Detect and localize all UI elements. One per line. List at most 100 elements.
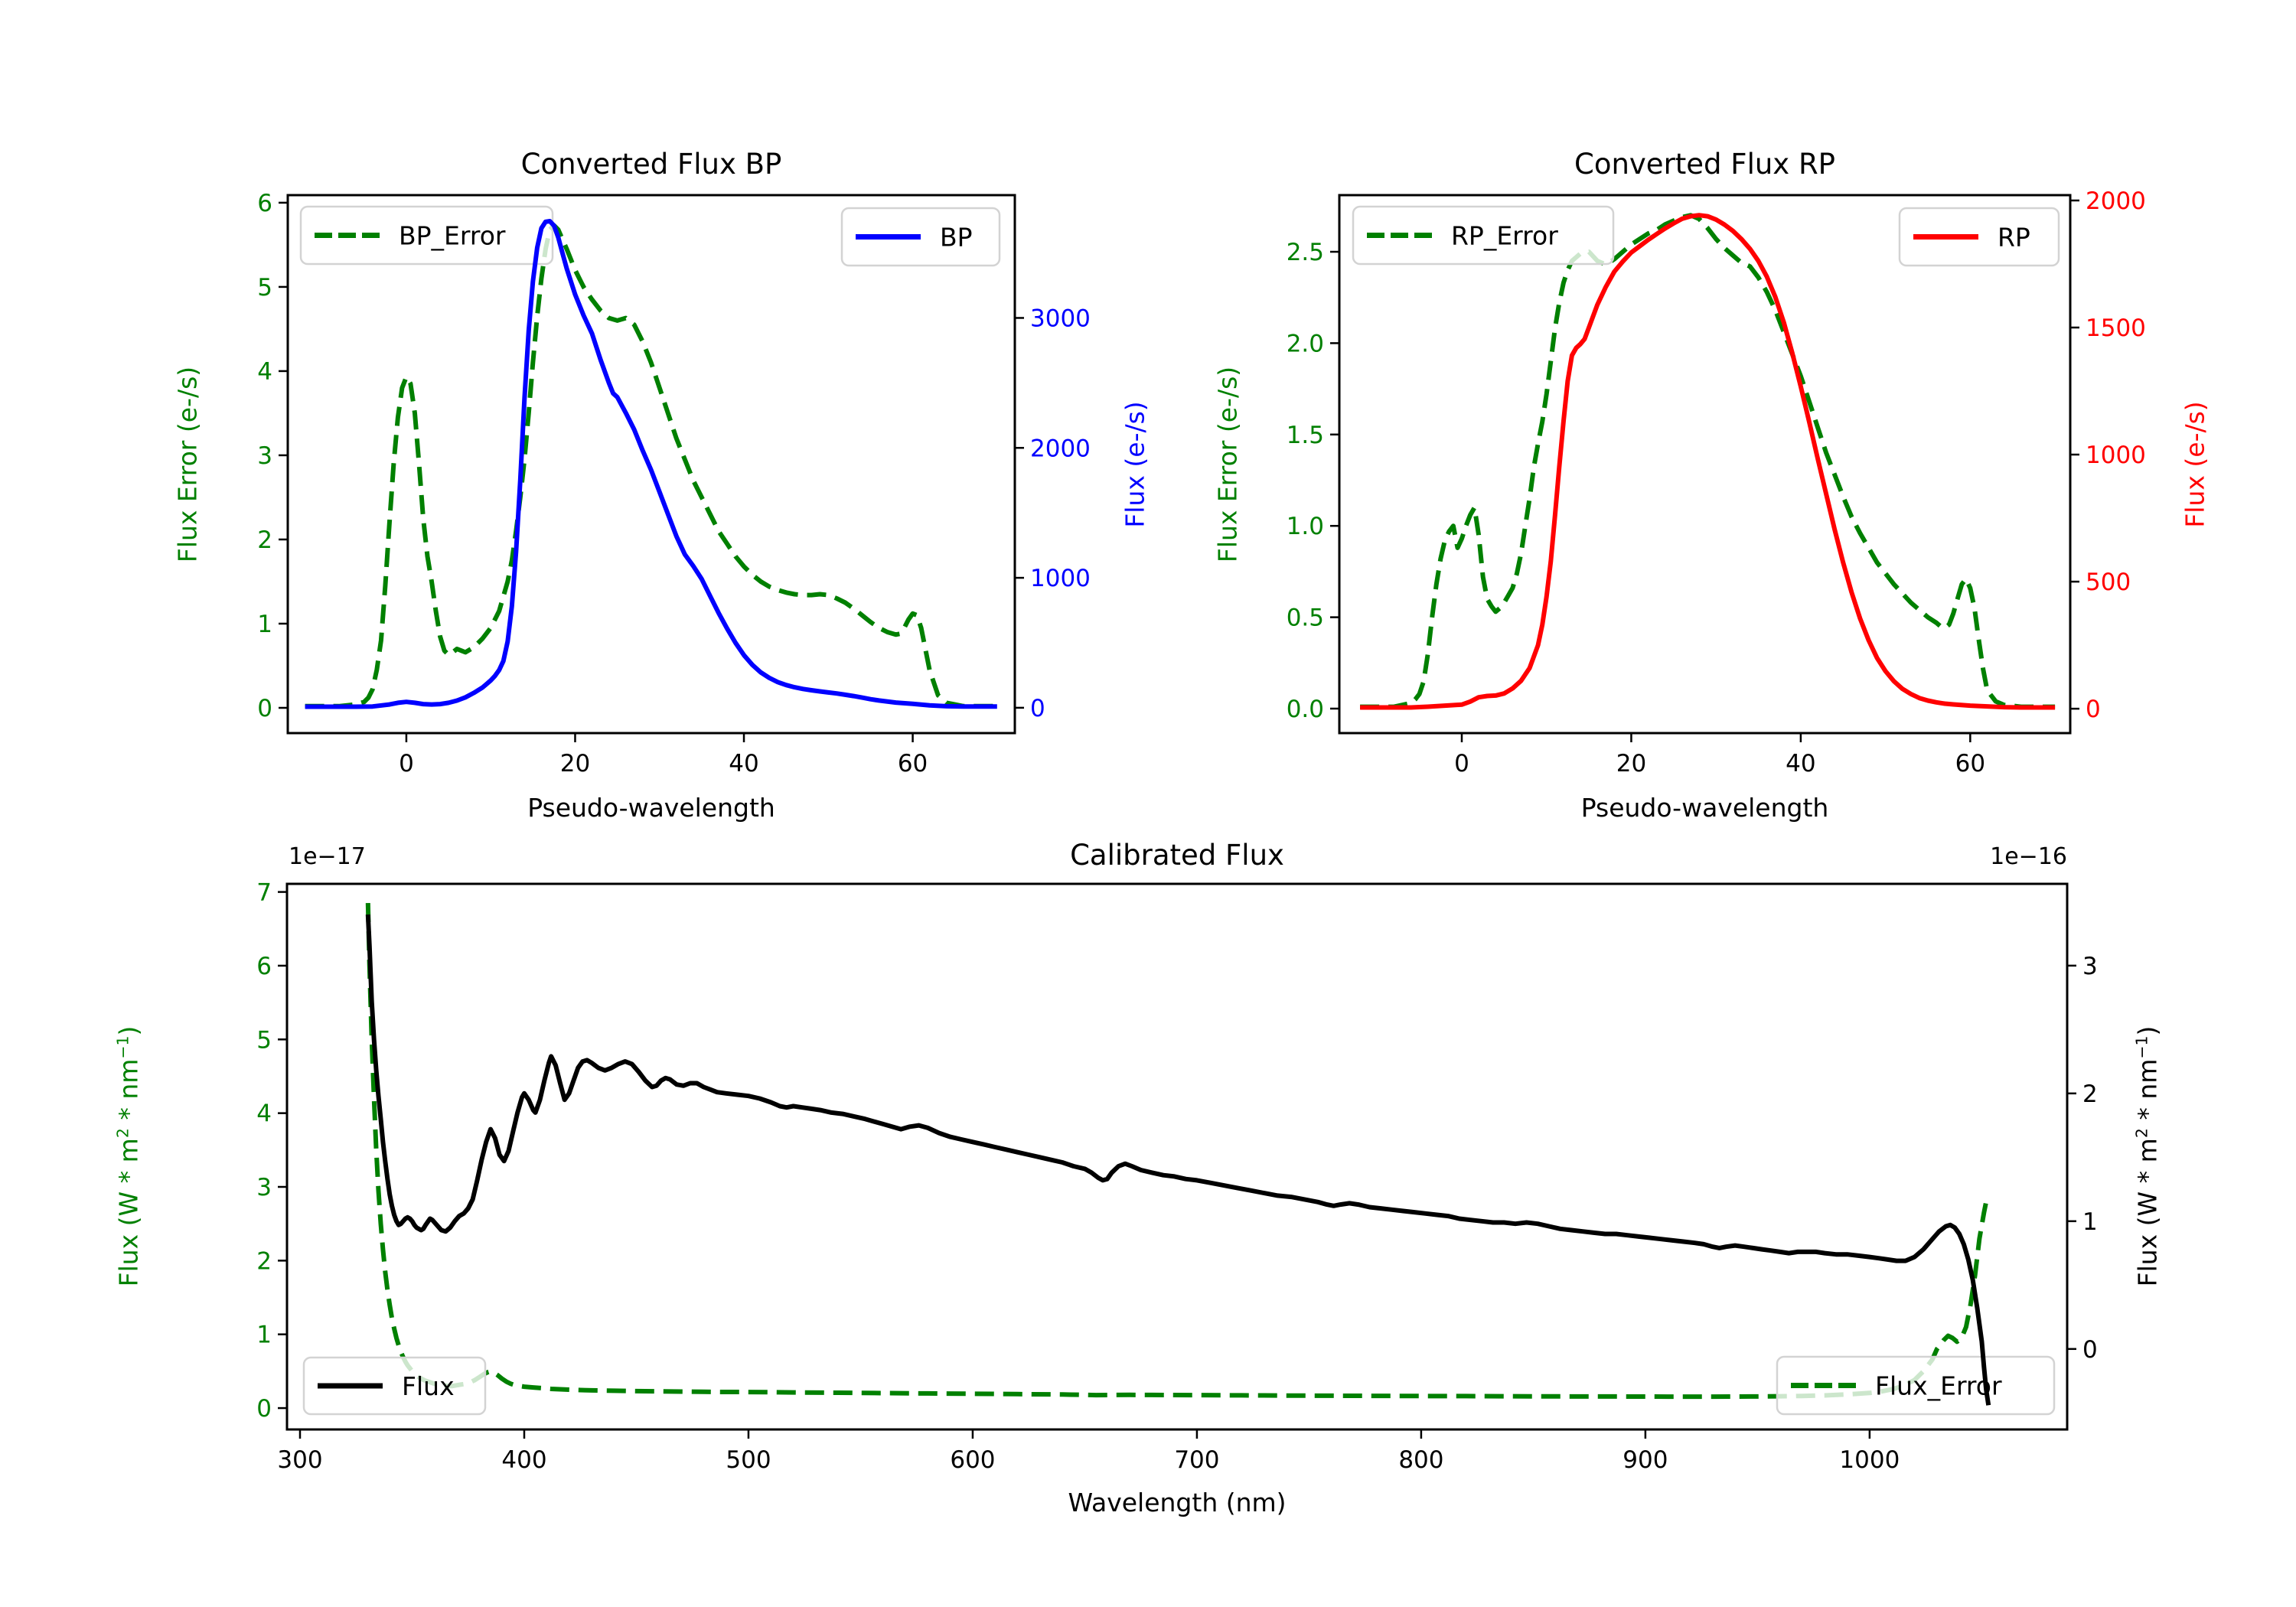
calibrated-xtick-label: 400 xyxy=(501,1446,546,1474)
rp-yaxis-left-label: Flux Error (e-/s) xyxy=(1212,366,1243,563)
bp-xtick-label: 40 xyxy=(729,750,758,777)
calibrated-ytick-left-label: 7 xyxy=(256,879,272,907)
calibrated-ytick-left-label: 6 xyxy=(256,953,272,980)
bp-ytick-left-label: 6 xyxy=(257,190,272,217)
rp-ytick-right-label: 1000 xyxy=(2086,442,2146,469)
calibrated-plot-title: Calibrated Flux xyxy=(1070,839,1284,872)
bp-error-legend-box xyxy=(299,205,554,266)
bp-xaxis-label: Pseudo-wavelength xyxy=(527,793,775,823)
bp-error-legend: BP_Error xyxy=(299,205,554,266)
calibrated-left-scale-offset: 1e−17 xyxy=(289,843,366,870)
calibrated-xtick-label: 1000 xyxy=(1839,1446,1900,1474)
calibrated-yaxis-right-label: Flux (W * m2 * nm−1) xyxy=(2133,1026,2163,1287)
bp-ytick-right-label: 2000 xyxy=(1030,435,1091,462)
bp-main-legend-label: BP xyxy=(940,223,973,253)
calibrated-ytick-left-label: 3 xyxy=(256,1174,272,1201)
rp-main-legend-box xyxy=(1898,207,2060,267)
calibrated-main-legend: Flux xyxy=(302,1356,487,1416)
bp-ytick-left-label: 0 xyxy=(257,695,272,722)
bp-main-curve xyxy=(305,219,997,709)
calibrated-error-curve xyxy=(365,903,1990,1400)
bp-xtick-label: 60 xyxy=(898,750,928,777)
rp-main-legend: RP xyxy=(1898,207,2060,267)
calibrated-right-scale-offset: 1e−16 xyxy=(1990,843,2067,870)
rp-error-legend-label: RP_Error xyxy=(1451,221,1558,251)
rp-xtick-label: 0 xyxy=(1454,750,1469,777)
calibrated-xtick-label: 500 xyxy=(726,1446,771,1474)
rp-xtick-label: 20 xyxy=(1616,750,1646,777)
calibrated-error-legend-label: Flux_Error xyxy=(1875,1371,2002,1401)
bp-error-legend-label: BP_Error xyxy=(399,221,506,251)
rp-error-curve xyxy=(1360,213,2056,709)
cal-ylabel-left-p4: ) xyxy=(113,1025,144,1036)
rp-yaxis-right-label: Flux (e-/s) xyxy=(2180,401,2210,528)
rp-plot: RP_Error RP 0 20 40 60 0.0 0.5 1.0 1.5 2.0 2.5 0 500 1… xyxy=(1287,187,2146,777)
rp-xaxis-label: Pseudo-wavelength xyxy=(1580,793,1829,823)
calibrated-xtick-label: 700 xyxy=(1174,1446,1219,1474)
rp-frame xyxy=(1338,194,2072,735)
rp-xtick-label: 60 xyxy=(1955,750,1985,777)
bp-xtick-label: 20 xyxy=(560,750,590,777)
bp-error-curve xyxy=(305,223,997,709)
cal-ylabel-left-p2: * nm xyxy=(113,1058,144,1129)
calibrated-xtick-label: 900 xyxy=(1623,1446,1668,1474)
calibrated-ytick-left-label: 2 xyxy=(256,1247,272,1275)
calibrated-main-legend-box xyxy=(302,1356,487,1416)
cal-ylabel-left-p3: −1 xyxy=(113,1035,132,1059)
rp-ytick-right-label: 500 xyxy=(2086,569,2131,596)
rp-ytick-left-label: 2.5 xyxy=(1287,239,1324,266)
rp-ytick-left-label: 2.0 xyxy=(1287,330,1324,357)
calibrated-ytick-left-label: 1 xyxy=(256,1322,272,1349)
cal-ylabel-left-p0: Flux (W * m xyxy=(113,1138,144,1287)
calibrated-ytick-right-label: 2 xyxy=(2082,1081,2098,1108)
rp-ytick-right-label: 1500 xyxy=(2086,315,2146,342)
cal-ylabel-left-p1: 2 xyxy=(113,1128,132,1139)
calibrated-ytick-right-label: 0 xyxy=(2082,1336,2098,1364)
bp-ytick-left-label: 2 xyxy=(257,526,272,554)
rp-ytick-right-label: 2000 xyxy=(2086,187,2146,215)
bp-ytick-left-label: 3 xyxy=(257,442,272,470)
bp-main-legend: BP xyxy=(840,207,1001,267)
calibrated-frame xyxy=(285,882,2069,1431)
calibrated-xtick-label: 300 xyxy=(277,1446,322,1474)
rp-ytick-left-label: 0.0 xyxy=(1287,696,1324,723)
calibrated-plot: Flux_Error Flux 300 400 500 600 700 800 900 1000 0… xyxy=(256,879,2097,1474)
rp-ytick-left-label: 1.0 xyxy=(1287,513,1324,540)
bp-yaxis-right-label: Flux (e-/s) xyxy=(1120,401,1150,528)
rp-ytick-left-label: 0.5 xyxy=(1287,605,1324,632)
bp-yaxis-left-label: Flux Error (e-/s) xyxy=(172,366,203,563)
bp-ytick-left-label: 4 xyxy=(257,358,272,386)
calibrated-yaxis-left-label: Flux (W * m2 * nm−1) xyxy=(114,1026,144,1287)
calibrated-xtick-label: 800 xyxy=(1398,1446,1443,1474)
bp-ytick-right-label: 1000 xyxy=(1030,565,1091,592)
calibrated-error-legend: Flux_Error xyxy=(1776,1355,2056,1416)
rp-ytick-right-label: 0 xyxy=(2086,696,2101,723)
bp-frame xyxy=(286,194,1016,735)
bp-xtick-label: 0 xyxy=(399,750,414,777)
rp-xtick-label: 40 xyxy=(1786,750,1815,777)
calibrated-xtick-label: 600 xyxy=(950,1446,995,1474)
bp-ytick-right-label: 0 xyxy=(1030,695,1045,722)
bp-ytick-right-label: 3000 xyxy=(1030,305,1091,332)
rp-error-legend: RP_Error xyxy=(1352,205,1615,266)
cal-ylabel-right-p3: −1 xyxy=(2132,1035,2151,1059)
cal-ylabel-right-p4: ) xyxy=(2132,1025,2163,1036)
calibrated-ytick-left-label: 0 xyxy=(256,1395,272,1423)
cal-ylabel-right-p1: 2 xyxy=(2132,1128,2151,1139)
rp-main-curve xyxy=(1360,213,2056,710)
rp-main-legend-label: RP xyxy=(1998,223,2030,253)
calibrated-xaxis-label: Wavelength (nm) xyxy=(1068,1488,1287,1517)
bp-ytick-left-label: 1 xyxy=(257,611,272,638)
cal-ylabel-right-p2: * nm xyxy=(2132,1058,2163,1129)
rp-error-legend-box xyxy=(1352,205,1615,266)
cal-ylabel-right-p0: Flux (W * m xyxy=(2132,1138,2163,1287)
bp-plot-title: Converted Flux BP xyxy=(520,148,782,181)
rp-ytick-left-label: 1.5 xyxy=(1287,422,1324,449)
calibrated-ytick-right-label: 1 xyxy=(2082,1208,2098,1236)
bp-ytick-left-label: 5 xyxy=(257,274,272,302)
calibrated-ytick-right-label: 3 xyxy=(2082,953,2098,980)
calibrated-ytick-left-label: 4 xyxy=(256,1100,272,1128)
